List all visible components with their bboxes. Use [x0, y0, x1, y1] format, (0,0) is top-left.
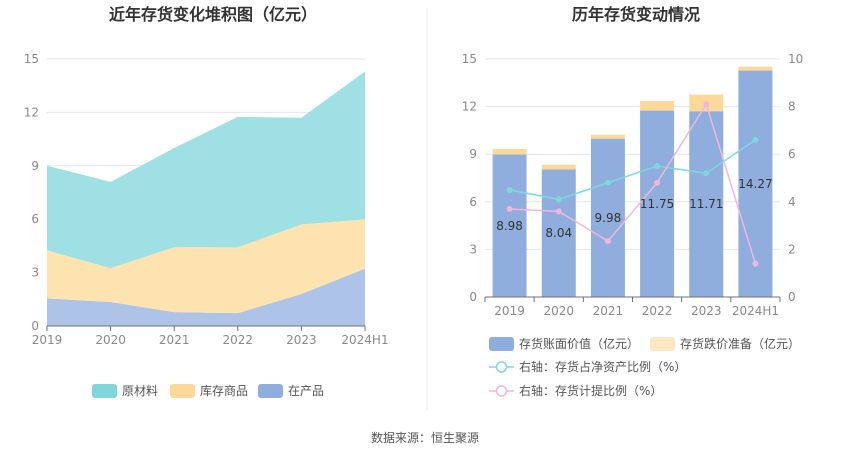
right-y-right-tick: 2: [788, 242, 796, 256]
right-chart-title: 历年存货变动情况: [572, 5, 700, 24]
left-y-tick: 9: [31, 159, 39, 173]
right-x-tick: 2021: [593, 304, 624, 318]
legend-swatch-库存商品[interactable]: [170, 384, 195, 398]
right-y-left-tick: 6: [469, 195, 477, 209]
bar-book-value[interactable]: [738, 70, 773, 297]
line-point-0[interactable]: [555, 196, 562, 203]
line-point-0[interactable]: [752, 136, 759, 143]
left-y-tick: 12: [24, 105, 39, 119]
legend-label-在产品[interactable]: 在产品: [288, 384, 324, 398]
bar-value-label: 8.98: [496, 219, 523, 233]
line-point-1[interactable]: [703, 101, 710, 108]
right-x-tick: 2024H1: [732, 304, 779, 318]
right-legend: 存货账面价值（亿元） 存货跌价准备（亿元） 右轴：存货占净资产比例（%） 右轴：存货计…: [489, 336, 800, 398]
right-y-left-tick: 12: [462, 100, 477, 114]
right-x-tick: 2020: [543, 304, 574, 318]
bar-provision[interactable]: [492, 148, 527, 155]
bar-value-label: 14.27: [738, 177, 772, 191]
line-series-1: [509, 102, 757, 264]
legend-label-line-0[interactable]: 右轴：存货占净资产比例（%）: [519, 359, 686, 374]
right-x-tick: 2022: [642, 304, 673, 318]
right-y-left-tick: 9: [469, 147, 477, 161]
legend-swatch-原材料[interactable]: [92, 384, 117, 398]
line-point-1[interactable]: [604, 238, 611, 245]
bar-provision[interactable]: [590, 134, 625, 139]
left-x-tick: 2021: [159, 333, 190, 347]
line-point-0[interactable]: [654, 163, 661, 170]
left-y-tick: 3: [31, 266, 39, 280]
bar-provision[interactable]: [640, 101, 675, 111]
bar-provision[interactable]: [738, 66, 773, 71]
bar-value-label: 11.71: [689, 197, 723, 211]
bar-line-chart: 历年存货变动情况 0 3 6 9 12 15 0 2 4 6 8 10 8.98 8.04 9.98 11.…: [462, 5, 804, 398]
legend-label-库存商品[interactable]: 库存商品: [200, 383, 248, 398]
right-y-left-tick: 0: [469, 290, 477, 304]
legend-line-marker-0[interactable]: [495, 361, 508, 373]
left-x-tick: 2022: [223, 333, 254, 347]
bar-value-label: 9.98: [595, 211, 622, 225]
bar-value-label: 8.04: [545, 226, 572, 240]
area-在产品: [47, 268, 365, 326]
bar-book-value[interactable]: [492, 154, 527, 297]
right-y-left-tick: 3: [469, 242, 477, 256]
line-point-0[interactable]: [506, 186, 513, 193]
line-point-0[interactable]: [604, 179, 611, 186]
right-y-right-tick: 0: [788, 290, 796, 304]
left-y-tick: 6: [31, 212, 39, 226]
bar-book-value[interactable]: [541, 169, 576, 297]
legend-line-marker-1[interactable]: [495, 385, 508, 397]
bar-book-value[interactable]: [640, 110, 675, 297]
left-x-tick: 2020: [95, 333, 126, 347]
left-x-tick: 2019: [32, 333, 63, 347]
right-y-right-tick: 6: [788, 147, 796, 161]
left-x-tick: 2024H1: [341, 333, 388, 347]
line-point-1[interactable]: [752, 260, 759, 267]
right-y-right-tick: 4: [788, 195, 796, 209]
bar-book-value[interactable]: [590, 138, 625, 297]
left-y-tick: 15: [24, 52, 39, 66]
legend-label-line-1[interactable]: 右轴：存货计提比例（%）: [519, 383, 662, 398]
right-y-right-tick: 10: [788, 52, 803, 66]
left-y-tick: 0: [31, 319, 39, 333]
area-原材料: [47, 71, 365, 269]
legend-swatch-book-value[interactable]: [489, 337, 514, 351]
right-x-tick: 2019: [494, 304, 525, 318]
legend-label-provision[interactable]: 存货跌价准备（亿元）: [680, 336, 800, 351]
bar-provision[interactable]: [541, 164, 576, 170]
legend-label-原材料[interactable]: 原材料: [122, 384, 158, 398]
right-y-right-tick: 8: [788, 100, 796, 114]
line-point-1[interactable]: [555, 208, 562, 215]
right-x-tick: 2023: [691, 304, 722, 318]
left-legend: 原材料 库存商品 在产品: [92, 383, 324, 398]
legend-swatch-在产品[interactable]: [258, 384, 283, 398]
line-point-1[interactable]: [506, 205, 513, 212]
stacked-area-chart: 近年存货变化堆积图（亿元） 0 3 6 9 12 15 2019 2020 2021 2022 2…: [24, 5, 389, 398]
right-y-left-tick: 15: [462, 52, 477, 66]
bar-value-label: 11.75: [640, 197, 674, 211]
left-x-tick: 2023: [286, 333, 317, 347]
legend-label-book-value[interactable]: 存货账面价值（亿元）: [519, 336, 639, 351]
legend-swatch-provision[interactable]: [650, 337, 675, 351]
line-series-0: [509, 139, 756, 201]
line-point-0[interactable]: [703, 170, 710, 177]
line-point-1[interactable]: [654, 179, 661, 186]
source-footer: 数据来源：恒生聚源: [371, 430, 479, 445]
left-chart-title: 近年存货变化堆积图（亿元）: [109, 5, 317, 24]
area-库存商品: [47, 219, 365, 314]
